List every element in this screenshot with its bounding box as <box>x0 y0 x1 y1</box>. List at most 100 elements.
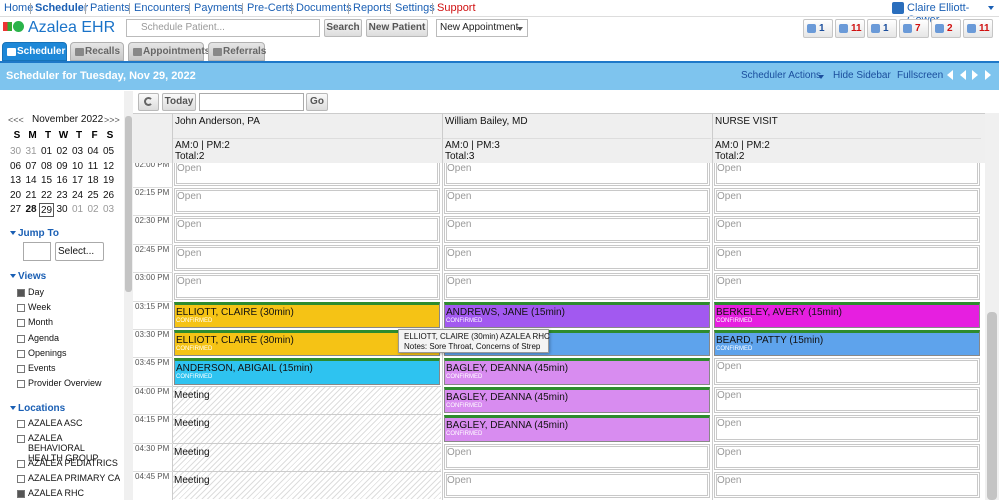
cal-day[interactable]: 09 <box>56 160 68 172</box>
open-slot[interactable]: Open <box>174 273 440 300</box>
location-checkbox[interactable] <box>17 420 25 428</box>
cal-day[interactable]: 24 <box>71 189 84 201</box>
open-slot[interactable]: Open <box>444 443 710 470</box>
header-action[interactable]: Scheduler Actions <box>741 70 822 81</box>
jump-input[interactable] <box>23 242 51 261</box>
open-slot[interactable]: Open <box>714 216 980 243</box>
header-action[interactable]: Hide Sidebar <box>833 70 891 81</box>
appointment[interactable]: BAGLEY, DEANNA (45min) CONFIRMED <box>444 358 710 385</box>
cal-day[interactable]: 07 <box>25 160 37 172</box>
cal-day[interactable]: 22 <box>40 189 53 201</box>
nav-arrow[interactable] <box>985 70 991 80</box>
cal-day[interactable]: 21 <box>25 189 37 201</box>
location-option[interactable]: AZALEA RHC <box>28 488 85 498</box>
tab[interactable]: Recalls <box>70 42 124 61</box>
cal-day[interactable]: 23 <box>56 189 68 201</box>
view-checkbox[interactable] <box>17 380 25 389</box>
cal-day[interactable]: 05 <box>102 146 115 157</box>
cal-day[interactable]: 15 <box>40 175 53 186</box>
open-slot[interactable]: Open <box>174 244 440 272</box>
view-option[interactable]: Agenda <box>28 332 60 343</box>
appointment[interactable]: BAGLEY, DEANNA (45min) CONFIRMED <box>444 386 710 414</box>
nav-link[interactable]: Payments <box>194 2 243 14</box>
cal-day[interactable]: 30 <box>9 146 22 157</box>
nav-link[interactable]: Support <box>437 2 476 14</box>
cal-day[interactable]: 16 <box>56 175 68 186</box>
cal-day[interactable]: 29 <box>39 203 54 217</box>
nav-link[interactable]: Encounters <box>134 2 190 14</box>
nav-link[interactable]: Documents <box>296 2 352 14</box>
view-checkbox[interactable] <box>17 319 25 328</box>
location-option[interactable]: AZALEA BEHAVIORAL HEALTH GROUP <box>28 433 99 463</box>
view-option[interactable]: Events <box>28 363 56 373</box>
view-checkbox[interactable] <box>17 349 25 358</box>
view-option[interactable]: Month <box>28 317 54 328</box>
open-slot[interactable]: Open <box>174 163 440 186</box>
cal-day[interactable]: 04 <box>87 146 99 157</box>
notification-badge[interactable]: 2 <box>931 19 961 38</box>
cal-day[interactable]: 13 <box>9 175 22 186</box>
tab[interactable]: Scheduler <box>2 42 67 61</box>
nav-link[interactable]: Scheduler <box>35 2 89 14</box>
cal-day[interactable]: 14 <box>25 175 37 186</box>
notification-badge[interactable]: 1 <box>867 19 897 38</box>
search-button[interactable]: Search <box>324 19 362 37</box>
open-slot[interactable]: Open <box>174 216 440 243</box>
open-slot[interactable]: Open <box>444 163 710 186</box>
cal-next[interactable]: >>> <box>104 115 120 125</box>
view-option[interactable]: Openings <box>28 347 67 358</box>
view-checkbox[interactable] <box>17 304 25 313</box>
nav-link[interactable]: Reports <box>353 2 392 14</box>
appointment[interactable]: BERKELEY, AVERY (15min) CONFIRMED <box>714 301 980 328</box>
appointment[interactable]: ELLIOTT, CLAIRE (30min) CONFIRMED <box>174 301 440 328</box>
view-option[interactable]: Day <box>28 287 45 297</box>
open-slot[interactable]: Open <box>444 216 710 243</box>
nav-link[interactable]: Home <box>4 2 34 14</box>
cal-day[interactable]: 02 <box>87 204 99 215</box>
nav-arrow[interactable] <box>972 70 978 80</box>
notification-badge[interactable]: 7 <box>899 19 929 38</box>
view-option[interactable]: Week <box>28 302 51 313</box>
open-slot[interactable]: Open <box>714 415 980 442</box>
new-appointment-select[interactable]: New Appointment <box>436 19 528 37</box>
open-slot[interactable]: Open <box>444 273 710 300</box>
cal-day[interactable]: 01 <box>71 204 84 215</box>
cal-day[interactable]: 11 <box>87 160 99 172</box>
cal-day[interactable]: 25 <box>87 189 99 201</box>
nav-arrow[interactable] <box>960 70 966 80</box>
open-slot[interactable]: Open <box>714 273 980 300</box>
location-checkbox[interactable] <box>17 490 25 498</box>
cal-day[interactable]: 10 <box>71 160 84 172</box>
location-checkbox[interactable] <box>17 435 25 443</box>
open-slot[interactable]: Open <box>444 188 710 215</box>
cal-day[interactable]: 20 <box>9 189 22 201</box>
nav-link[interactable]: Patients <box>90 2 130 14</box>
open-slot[interactable]: Open <box>714 358 980 385</box>
nav-link[interactable]: Settings <box>395 2 435 14</box>
open-slot[interactable]: Open <box>714 188 980 215</box>
cal-day[interactable]: 01 <box>40 146 53 157</box>
cal-day[interactable]: 06 <box>9 160 22 172</box>
cal-day[interactable]: 31 <box>25 146 37 157</box>
view-checkbox[interactable] <box>17 365 25 373</box>
go-button[interactable]: Go <box>306 93 328 111</box>
appointment[interactable]: ELLIOTT, CLAIRE (30min) CONFIRMED <box>174 330 440 357</box>
cal-day[interactable]: 18 <box>87 175 99 186</box>
open-slot[interactable]: Open <box>444 244 710 272</box>
notification-badge[interactable]: 1 <box>803 19 833 38</box>
header-action[interactable]: Fullscreen <box>897 70 944 81</box>
location-option[interactable]: AZALEA PRIMARY CARE <box>28 473 120 483</box>
location-checkbox[interactable] <box>17 460 25 468</box>
jump-select[interactable]: Select... <box>55 242 104 261</box>
cal-day[interactable]: 12 <box>102 160 115 172</box>
today-button[interactable]: Today <box>162 93 196 111</box>
open-slot[interactable]: Open <box>444 472 710 499</box>
cal-day[interactable]: 26 <box>102 189 115 201</box>
view-option[interactable]: Provider Overview <box>28 378 102 389</box>
open-slot[interactable]: Open <box>714 244 980 272</box>
appointment[interactable]: BAGLEY, DEANNA (45min) CONFIRMED <box>444 415 710 442</box>
tab[interactable]: Referrals <box>208 42 266 61</box>
cal-day[interactable]: 03 <box>71 146 84 157</box>
open-slot[interactable]: Open <box>714 163 980 186</box>
new-patient-button[interactable]: New Patient <box>366 19 428 37</box>
